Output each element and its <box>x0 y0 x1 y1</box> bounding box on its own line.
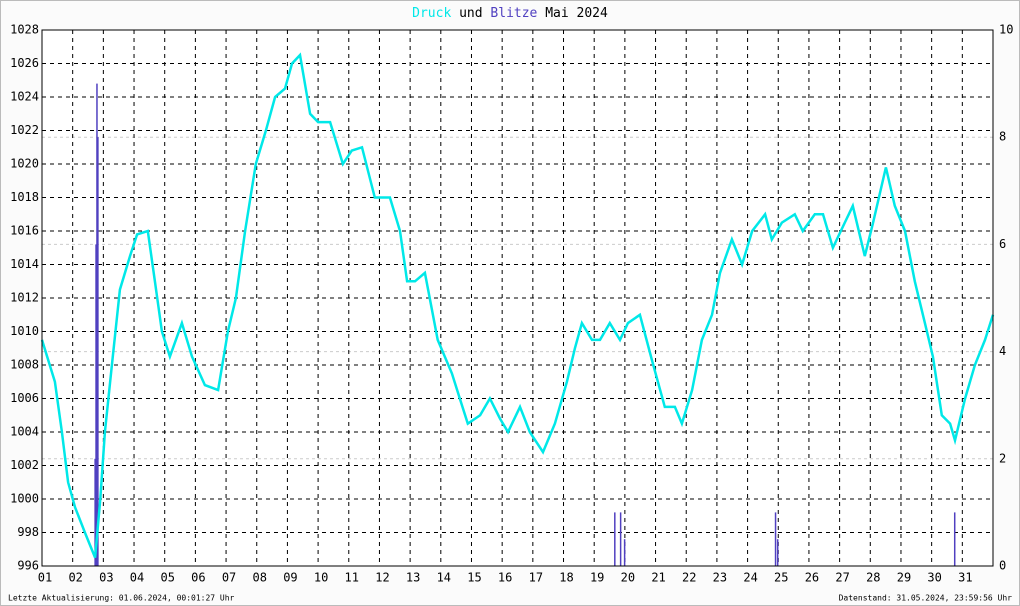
lightning-bar <box>95 244 97 566</box>
x-tick-label: 11 <box>345 571 359 585</box>
y2-tick-label: 8 <box>999 130 1006 144</box>
y2-tick-label: 2 <box>999 451 1006 465</box>
x-tick-label: 18 <box>559 571 573 585</box>
y-tick-label: 1028 <box>10 23 39 37</box>
x-tick-label: 29 <box>897 571 911 585</box>
x-tick-label: 27 <box>835 571 849 585</box>
y2-tick-label: 10 <box>999 23 1013 37</box>
title-part: und <box>459 6 482 21</box>
y-tick-label: 1010 <box>10 324 39 338</box>
title-part: Druck <box>412 6 451 21</box>
x-tick-label: 14 <box>437 571 451 585</box>
x-tick-label: 06 <box>191 571 205 585</box>
y-tick-label: 1020 <box>10 157 39 171</box>
x-tick-label: 28 <box>866 571 880 585</box>
footer-left: Letzte Aktualisierung: 01.06.2024, 00:01… <box>8 594 235 603</box>
x-tick-label: 25 <box>774 571 788 585</box>
x-tick-label: 09 <box>283 571 297 585</box>
lightning-bar <box>97 137 99 566</box>
lightning-bar <box>623 539 626 566</box>
y-tick-label: 1004 <box>10 425 39 439</box>
x-tick-label: 04 <box>130 571 144 585</box>
y-tick-label: 1016 <box>10 224 39 238</box>
x-tick-label: 20 <box>621 571 635 585</box>
lightning-bar <box>776 539 779 566</box>
x-tick-label: 24 <box>743 571 757 585</box>
y-tick-label: 1000 <box>10 492 39 506</box>
x-tick-label: 26 <box>805 571 819 585</box>
x-tick-label: 13 <box>406 571 420 585</box>
x-tick-label: 31 <box>958 571 972 585</box>
y-tick-label: 1026 <box>10 56 39 70</box>
plot-border <box>41 29 994 567</box>
lightning-bar <box>953 512 956 566</box>
footer-right: Datenstand: 31.05.2024, 23:59:56 Uhr <box>839 594 1013 603</box>
y-tick-label: 1018 <box>10 190 39 204</box>
lightning-bar <box>96 83 98 566</box>
y-tick-label: 1022 <box>10 123 39 137</box>
x-tick-label: 03 <box>99 571 113 585</box>
x-tick-label: 30 <box>927 571 941 585</box>
y-tick-label: 1012 <box>10 291 39 305</box>
x-tick-label: 01 <box>38 571 52 585</box>
y-tick-label: 1014 <box>10 257 39 271</box>
lightning-bar <box>94 458 96 566</box>
y-tick-label: 1002 <box>10 458 39 472</box>
y-tick-label: 1008 <box>10 358 39 372</box>
y-tick-label: 996 <box>17 559 39 573</box>
x-tick-label: 08 <box>253 571 267 585</box>
x-tick-label: 21 <box>651 571 665 585</box>
x-tick-label: 10 <box>314 571 328 585</box>
x-tick-label: 05 <box>160 571 174 585</box>
lightning-bar <box>619 512 622 566</box>
title-part: Mai 2024 <box>545 6 608 21</box>
y2-tick-label: 0 <box>999 559 1006 573</box>
x-tick-label: 15 <box>467 571 481 585</box>
x-tick-label: 17 <box>529 571 543 585</box>
lightning-bar <box>774 512 777 566</box>
lightning-bar <box>614 512 616 566</box>
y2-tick-label: 6 <box>999 237 1006 251</box>
y-tick-label: 1024 <box>10 90 39 104</box>
x-tick-label: 02 <box>68 571 82 585</box>
x-tick-label: 22 <box>682 571 696 585</box>
x-tick-label: 19 <box>590 571 604 585</box>
y-tick-label: 1006 <box>10 391 39 405</box>
chart-title: Druck und Blitze Mai 2024 <box>412 6 608 21</box>
x-tick-label: 12 <box>375 571 389 585</box>
title-part: Blitze <box>490 6 537 21</box>
x-tick-label: 16 <box>498 571 512 585</box>
y-tick-label: 998 <box>17 525 39 539</box>
x-tick-label: 23 <box>713 571 727 585</box>
y2-tick-label: 4 <box>999 344 1006 358</box>
pressure-line <box>40 52 995 559</box>
x-tick-label: 07 <box>222 571 236 585</box>
